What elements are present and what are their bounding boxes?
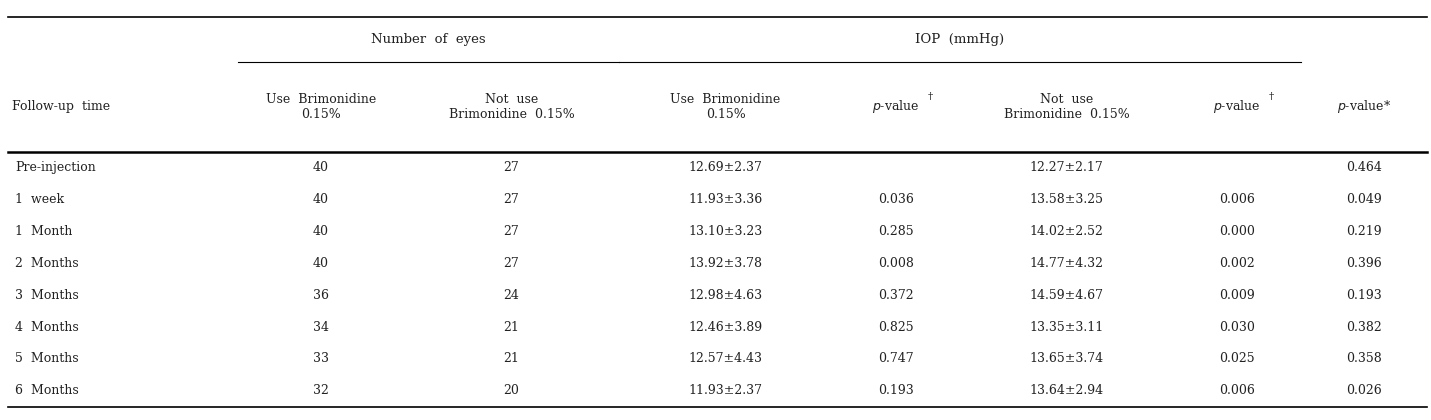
Text: Use  Brimonidine
0.15%: Use Brimonidine 0.15% <box>671 93 781 121</box>
Text: 4  Months: 4 Months <box>14 320 79 333</box>
Text: 1  Month: 1 Month <box>14 225 73 238</box>
Text: 12.57±4.43: 12.57±4.43 <box>688 352 763 365</box>
Text: Use  Brimonidine
0.15%: Use Brimonidine 0.15% <box>266 93 376 121</box>
Text: 33: 33 <box>313 352 329 365</box>
Text: 27: 27 <box>504 225 519 238</box>
Text: 0.008: 0.008 <box>879 257 914 270</box>
Text: 0.002: 0.002 <box>1219 257 1255 270</box>
Text: 0.825: 0.825 <box>879 320 914 333</box>
Text: 13.65±3.74: 13.65±3.74 <box>1029 352 1103 365</box>
Text: 40: 40 <box>313 161 329 174</box>
Text: 12.98±4.63: 12.98±4.63 <box>688 289 763 302</box>
Text: $p$-value: $p$-value <box>873 98 920 116</box>
Text: Follow-up  time: Follow-up time <box>11 100 110 113</box>
Text: 0.219: 0.219 <box>1347 225 1382 238</box>
Text: 12.69±2.37: 12.69±2.37 <box>688 161 763 174</box>
Text: 0.396: 0.396 <box>1347 257 1382 270</box>
Text: 12.46±3.89: 12.46±3.89 <box>688 320 763 333</box>
Text: 0.464: 0.464 <box>1347 161 1382 174</box>
Text: 13.58±3.25: 13.58±3.25 <box>1029 193 1103 206</box>
Text: 0.358: 0.358 <box>1347 352 1382 365</box>
Text: 0.026: 0.026 <box>1347 384 1382 397</box>
Text: †: † <box>1268 92 1274 101</box>
Text: 14.02±2.52: 14.02±2.52 <box>1030 225 1103 238</box>
Text: 24: 24 <box>504 289 519 302</box>
Text: 13.35±3.11: 13.35±3.11 <box>1029 320 1103 333</box>
Text: 6  Months: 6 Months <box>14 384 79 397</box>
Text: 21: 21 <box>504 320 519 333</box>
Text: 0.049: 0.049 <box>1347 193 1382 206</box>
Text: 0.382: 0.382 <box>1347 320 1382 333</box>
Text: 40: 40 <box>313 257 329 270</box>
Text: 14.59±4.67: 14.59±4.67 <box>1029 289 1103 302</box>
Text: 27: 27 <box>504 257 519 270</box>
Text: 0.000: 0.000 <box>1219 225 1255 238</box>
Text: 11.93±3.36: 11.93±3.36 <box>688 193 763 206</box>
Text: 20: 20 <box>504 384 519 397</box>
Text: 0.193: 0.193 <box>1347 289 1382 302</box>
Text: 3  Months: 3 Months <box>14 289 79 302</box>
Text: 40: 40 <box>313 193 329 206</box>
Text: 0.193: 0.193 <box>879 384 914 397</box>
Text: 0.006: 0.006 <box>1219 384 1255 397</box>
Text: 14.77±4.32: 14.77±4.32 <box>1029 257 1103 270</box>
Text: 12.27±2.17: 12.27±2.17 <box>1030 161 1103 174</box>
Text: 0.372: 0.372 <box>879 289 914 302</box>
Text: 0.747: 0.747 <box>879 352 914 365</box>
Text: 2  Months: 2 Months <box>14 257 79 270</box>
Text: 34: 34 <box>313 320 329 333</box>
Text: 0.036: 0.036 <box>879 193 914 206</box>
Text: 32: 32 <box>313 384 329 397</box>
Text: 0.009: 0.009 <box>1219 289 1255 302</box>
Text: 13.92±3.78: 13.92±3.78 <box>688 257 763 270</box>
Text: IOP  (mmHg): IOP (mmHg) <box>914 33 1005 46</box>
Text: 36: 36 <box>313 289 329 302</box>
Text: Not  use
Brimonidine  0.15%: Not use Brimonidine 0.15% <box>448 93 574 121</box>
Text: $p$-value: $p$-value <box>1213 98 1261 116</box>
Text: 11.93±2.37: 11.93±2.37 <box>688 384 763 397</box>
Text: 13.10±3.23: 13.10±3.23 <box>688 225 763 238</box>
Text: 27: 27 <box>504 193 519 206</box>
Text: 21: 21 <box>504 352 519 365</box>
Text: 5  Months: 5 Months <box>14 352 79 365</box>
Text: Number  of  eyes: Number of eyes <box>371 33 485 46</box>
Text: Not  use
Brimonidine  0.15%: Not use Brimonidine 0.15% <box>1003 93 1129 121</box>
Text: 0.285: 0.285 <box>879 225 914 238</box>
Text: 13.64±2.94: 13.64±2.94 <box>1029 384 1103 397</box>
Text: 1  week: 1 week <box>14 193 64 206</box>
Text: Pre-injection: Pre-injection <box>14 161 96 174</box>
Text: 0.025: 0.025 <box>1219 352 1255 365</box>
Text: $p$-value*: $p$-value* <box>1337 98 1391 116</box>
Text: †: † <box>927 92 933 101</box>
Text: 0.030: 0.030 <box>1219 320 1255 333</box>
Text: 0.006: 0.006 <box>1219 193 1255 206</box>
Text: 27: 27 <box>504 161 519 174</box>
Text: 40: 40 <box>313 225 329 238</box>
